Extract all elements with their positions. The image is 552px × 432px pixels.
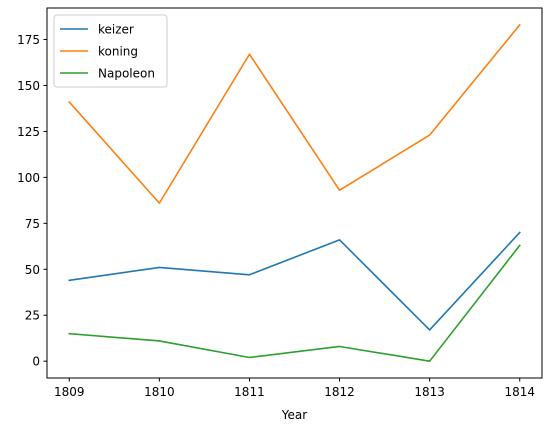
y-tick-label-175: 175	[17, 33, 40, 47]
series-line-koning	[68, 23, 521, 204]
y-tick-label-50: 50	[25, 263, 40, 277]
legend-box	[53, 14, 168, 88]
axes-frame	[46, 7, 543, 379]
x-tick-label-1812: 1812	[324, 385, 355, 399]
legend: keizer koning Napoleon	[53, 14, 168, 88]
x-tick-label-1811: 1811	[234, 385, 265, 399]
y-tick-label-125: 125	[17, 125, 40, 139]
legend-label-keizer: keizer	[98, 23, 134, 37]
legend-label-napoleon: Napoleon	[98, 67, 155, 81]
legend-label-koning: koning	[98, 45, 138, 59]
y-tick-label-75: 75	[25, 217, 40, 231]
y-tick-label-0: 0	[32, 355, 40, 369]
x-axis-title: Year	[281, 408, 307, 422]
series-line-keizer	[68, 231, 521, 331]
x-tick-label-1810: 1810	[144, 385, 175, 399]
y-tick-label-100: 100	[17, 171, 40, 185]
x-tick-label-1814: 1814	[504, 385, 535, 399]
x-tick-label-1809: 1809	[54, 385, 85, 399]
series-layer	[68, 23, 521, 362]
y-tick-label-150: 150	[17, 79, 40, 93]
x-tick-label-1813: 1813	[414, 385, 445, 399]
series-line-napoleon	[68, 244, 521, 362]
y-tick-label-25: 25	[25, 309, 40, 323]
ticks-layer: 0 25 50 75 100 125 150 175 1809 1810 1811 1812 1813 1…	[17, 33, 535, 399]
